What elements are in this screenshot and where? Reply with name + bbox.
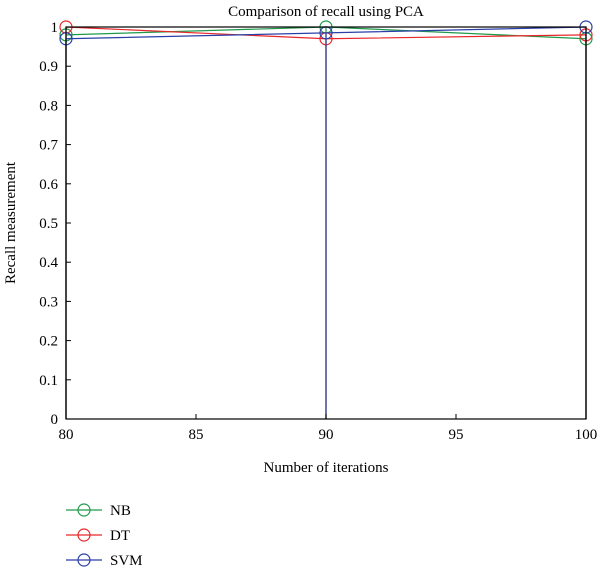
y-tick-label: 0.4 — [39, 255, 58, 271]
legend-label: SVM — [110, 553, 143, 569]
y-tick-label: 1 — [51, 20, 59, 36]
y-axis: 0 0.1 0.2 0.3 0.4 0.5 0.6 0.7 0.8 0.9 1 — [39, 20, 71, 428]
y-tick-label: 0.2 — [39, 334, 58, 350]
y-tick-label: 0.5 — [39, 216, 58, 232]
y-tick-label: 0.9 — [39, 59, 58, 75]
legend-item-nb: NB — [66, 503, 131, 519]
legend-marker — [77, 528, 91, 542]
chart-title: Comparison of recall using PCA — [228, 4, 424, 20]
y-tick-label: 0 — [51, 412, 59, 428]
legend-marker — [77, 553, 91, 567]
y-tick-label: 0.6 — [39, 177, 58, 193]
legend-item-dt: DT — [66, 528, 130, 544]
legend: NB DT SVM — [66, 503, 143, 569]
x-axis-title: Number of iterations — [264, 460, 389, 476]
legend-item-svm: SVM — [66, 553, 143, 569]
x-axis: 80 85 90 95 100 — [59, 414, 598, 443]
x-tick-label: 90 — [319, 427, 334, 443]
legend-label: DT — [110, 528, 130, 544]
legend-marker — [77, 503, 91, 517]
y-tick-label: 0.8 — [39, 98, 58, 114]
y-axis-title: Recall measurement — [3, 161, 19, 284]
series-svm — [59, 20, 593, 419]
legend-label: NB — [110, 503, 131, 519]
y-tick-label: 0.1 — [39, 373, 58, 389]
x-tick-label: 95 — [449, 427, 464, 443]
x-tick-label: 80 — [59, 427, 74, 443]
y-tick-label: 0.7 — [39, 138, 58, 154]
y-tick-label: 0.3 — [39, 294, 58, 310]
x-tick-label: 100 — [575, 427, 598, 443]
series-layer — [59, 20, 593, 419]
x-tick-label: 85 — [189, 427, 204, 443]
